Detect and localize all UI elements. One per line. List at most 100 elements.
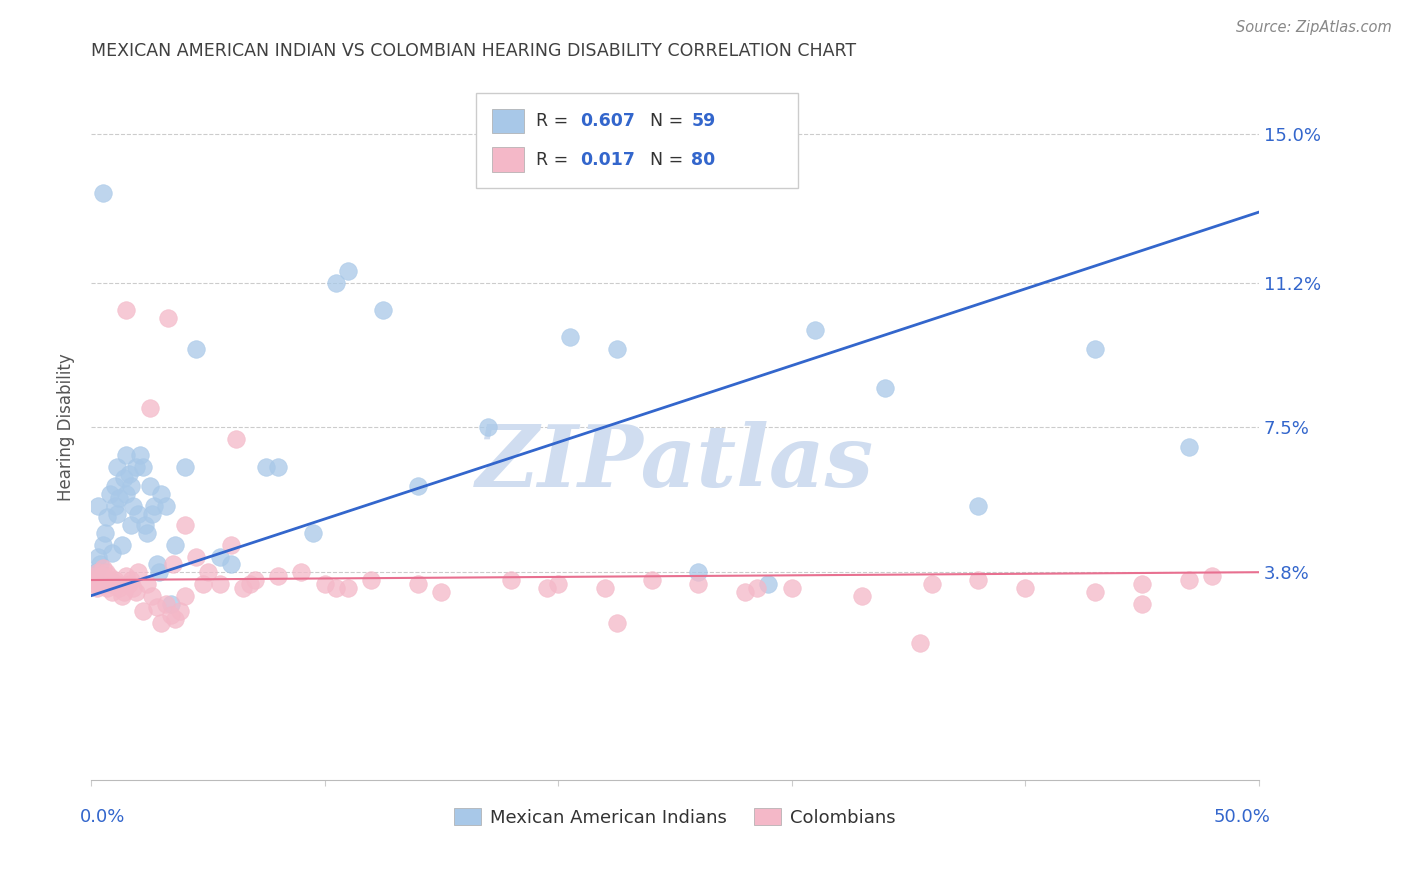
- Point: [112, 471, 135, 485]
- Point: [141, 507, 163, 521]
- Point: [208, 577, 231, 591]
- Point: [290, 565, 312, 579]
- Point: [1130, 597, 1153, 611]
- Point: [197, 565, 219, 579]
- Point: [100, 577, 122, 591]
- Point: [84, 565, 107, 579]
- Point: [98, 573, 121, 587]
- Point: [219, 558, 242, 572]
- Point: [89, 577, 111, 591]
- Point: [89, 573, 111, 587]
- Point: [101, 584, 124, 599]
- Point: [243, 573, 266, 587]
- Point: [232, 581, 254, 595]
- Point: [165, 538, 187, 552]
- Point: [131, 459, 153, 474]
- Point: [87, 499, 110, 513]
- Text: 80: 80: [692, 151, 716, 169]
- Point: [108, 491, 131, 505]
- Point: [103, 479, 125, 493]
- Point: [87, 565, 110, 579]
- Point: [173, 589, 195, 603]
- Point: [96, 510, 118, 524]
- Point: [98, 487, 121, 501]
- Text: MEXICAN AMERICAN INDIAN VS COLOMBIAN HEARING DISABILITY CORRELATION CHART: MEXICAN AMERICAN INDIAN VS COLOMBIAN HEA…: [91, 42, 856, 60]
- Point: [141, 589, 163, 603]
- Point: [208, 549, 231, 564]
- Point: [127, 565, 149, 579]
- Text: 0.0%: 0.0%: [80, 808, 125, 826]
- Text: N =: N =: [651, 112, 689, 130]
- Point: [94, 577, 117, 591]
- Point: [267, 459, 290, 474]
- Point: [558, 330, 581, 344]
- Point: [155, 499, 177, 513]
- Text: 0.017: 0.017: [581, 151, 636, 169]
- Point: [325, 276, 347, 290]
- Point: [105, 507, 128, 521]
- Point: [122, 581, 145, 595]
- Point: [1177, 440, 1199, 454]
- Point: [173, 459, 195, 474]
- Point: [337, 264, 360, 278]
- Point: [155, 597, 177, 611]
- Point: [360, 573, 382, 587]
- Point: [97, 569, 120, 583]
- Point: [780, 581, 803, 595]
- Point: [150, 487, 173, 501]
- Point: [138, 401, 160, 415]
- Point: [1084, 342, 1107, 356]
- Point: [165, 612, 187, 626]
- Point: [136, 526, 159, 541]
- Point: [91, 186, 114, 200]
- Point: [186, 342, 208, 356]
- Point: [173, 518, 195, 533]
- Point: [1084, 584, 1107, 599]
- Point: [804, 322, 827, 336]
- Point: [115, 569, 138, 583]
- Point: [131, 604, 153, 618]
- Point: [967, 499, 990, 513]
- Point: [406, 577, 429, 591]
- Point: [267, 569, 290, 583]
- Point: [219, 538, 242, 552]
- Point: [136, 577, 159, 591]
- Point: [148, 565, 170, 579]
- Point: [593, 581, 616, 595]
- Point: [91, 561, 114, 575]
- Point: [1177, 573, 1199, 587]
- Point: [371, 303, 394, 318]
- Point: [908, 635, 931, 649]
- Point: [120, 518, 142, 533]
- Point: [688, 577, 710, 591]
- Bar: [492, 109, 524, 133]
- Point: [110, 589, 132, 603]
- Point: [501, 573, 523, 587]
- Point: [536, 581, 558, 595]
- Bar: [492, 147, 524, 172]
- Point: [124, 584, 146, 599]
- Point: [734, 584, 756, 599]
- Point: [143, 499, 166, 513]
- Point: [120, 573, 142, 587]
- Y-axis label: Hearing Disability: Hearing Disability: [58, 353, 75, 501]
- Point: [96, 565, 118, 579]
- Point: [254, 459, 277, 474]
- Point: [745, 581, 768, 595]
- Legend: Mexican American Indians, Colombians: Mexican American Indians, Colombians: [447, 801, 903, 834]
- Point: [103, 573, 125, 587]
- Point: [90, 569, 112, 583]
- Text: 59: 59: [692, 112, 716, 130]
- Point: [84, 569, 107, 583]
- Point: [145, 558, 167, 572]
- Point: [477, 420, 499, 434]
- Point: [314, 577, 336, 591]
- Text: ZIPatlas: ZIPatlas: [475, 421, 875, 504]
- Text: Source: ZipAtlas.com: Source: ZipAtlas.com: [1236, 20, 1392, 35]
- Point: [1130, 577, 1153, 591]
- Point: [606, 616, 628, 631]
- Text: R =: R =: [536, 112, 574, 130]
- Point: [547, 577, 569, 591]
- Text: 0.607: 0.607: [581, 112, 636, 130]
- Point: [225, 432, 247, 446]
